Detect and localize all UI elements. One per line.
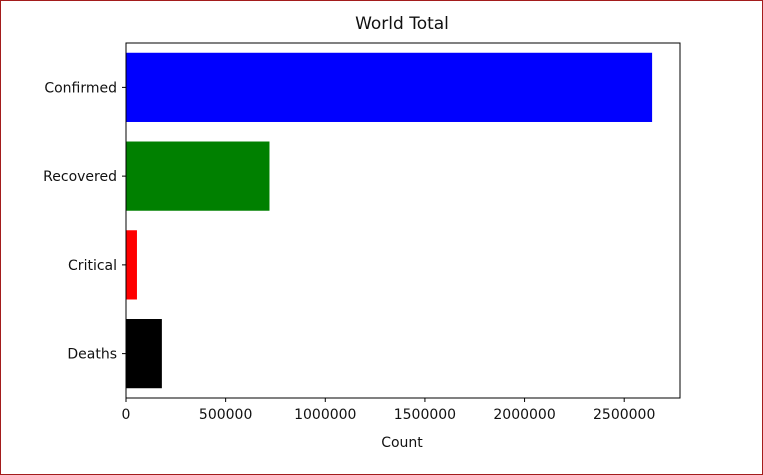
x-tick-label-0: 0 [122,407,131,423]
bar-critical [126,230,137,300]
x-tick-label-3: 1500000 [394,407,456,423]
x-tick-label-4: 2000000 [493,407,555,423]
x-tick-label-1: 500000 [199,407,252,423]
x-tick-label-5: 2500000 [593,407,655,423]
x-axis-ticks: 0 500000 1000000 1500000 2000000 2500000 [122,398,655,423]
chart-title: World Total [355,14,449,34]
bar-recovered [126,141,270,211]
bar-deaths [126,319,162,389]
plot-area-frame [125,42,681,399]
y-axis-ticks: Confirmed Recovered Critical Deaths [43,80,126,363]
y-tick-label-recovered: Recovered [43,169,117,185]
y-tick-label-confirmed: Confirmed [44,80,117,96]
x-tick-label-2: 1000000 [294,407,356,423]
bars-group [126,52,653,389]
y-tick-label-critical: Critical [68,258,117,274]
x-axis-label: Count [381,435,423,451]
y-tick-label-deaths: Deaths [67,347,117,363]
bar-confirmed [126,52,653,122]
